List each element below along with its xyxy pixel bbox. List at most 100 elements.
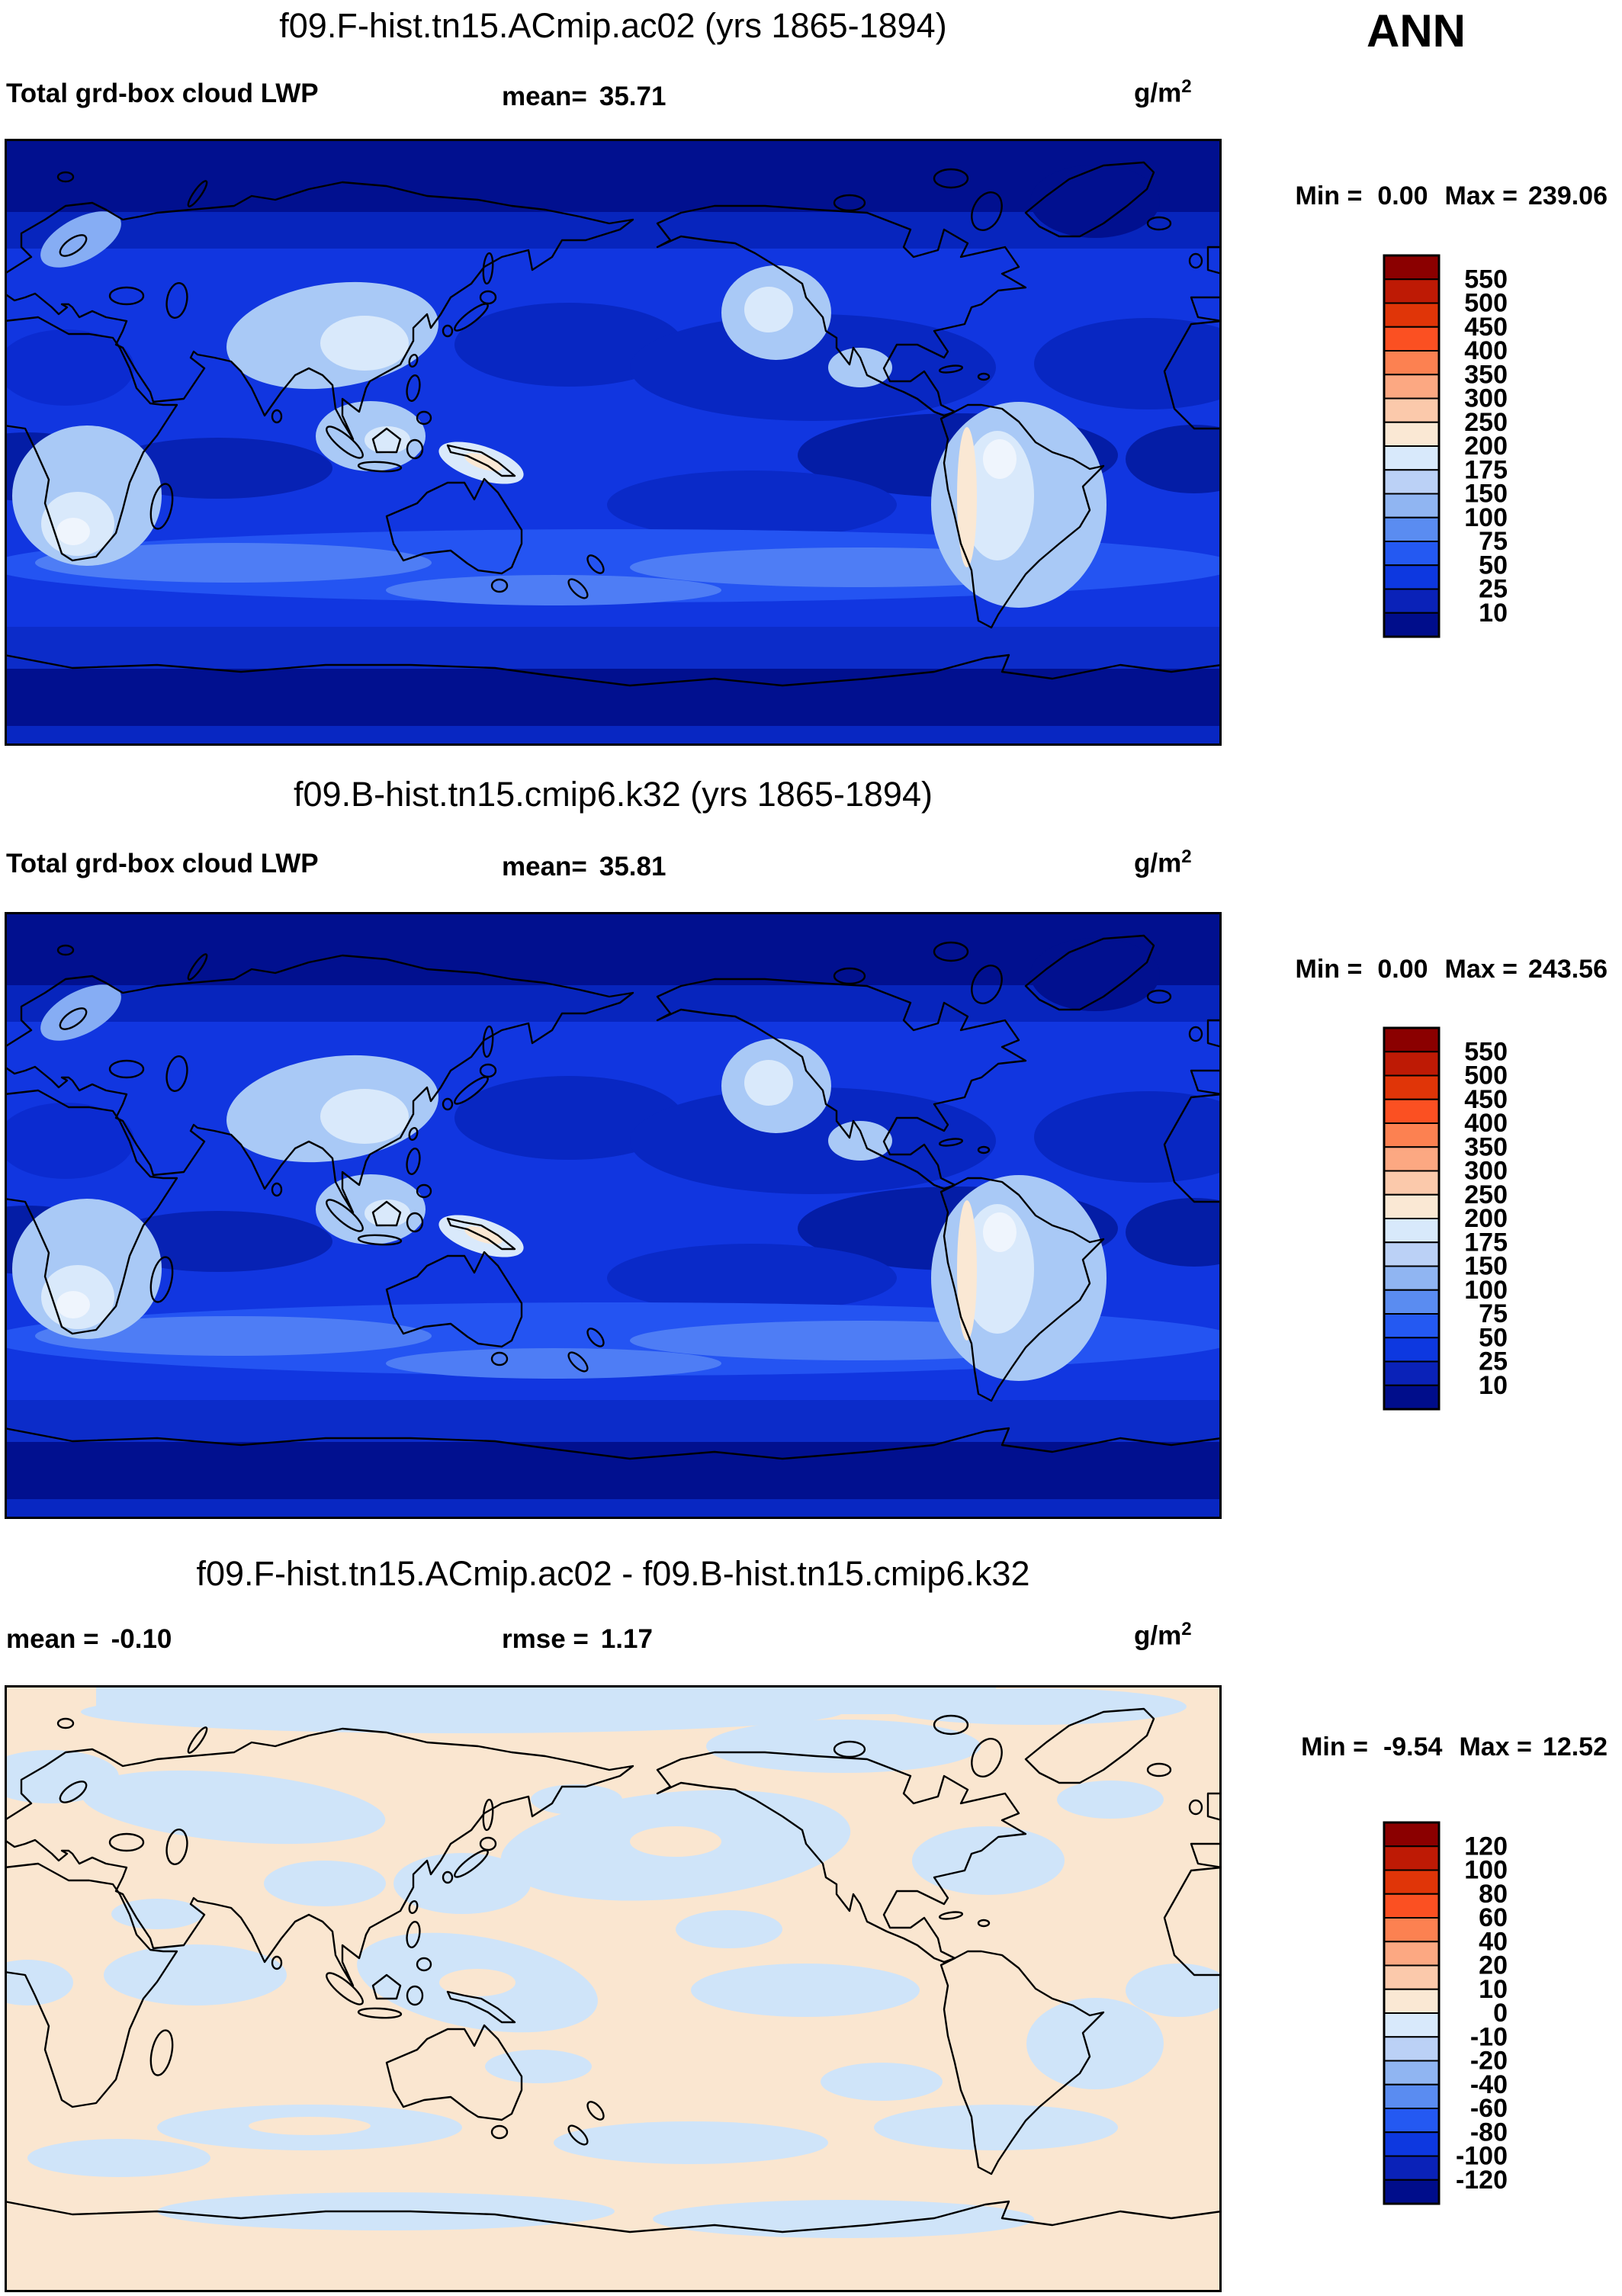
panel3-rmse: rmse = 1.17 [502, 1624, 653, 1655]
colorbar-segment [1383, 2012, 1440, 2038]
colorbar-segment [1383, 1337, 1440, 1363]
colorbar-tick-label: 200 [1464, 432, 1508, 461]
panel1-max-value: 239.06 [1528, 181, 1608, 210]
panel3-min-value: -9.54 [1383, 1732, 1443, 1761]
map-panel1-lwp [5, 139, 1222, 746]
panel2-units: g/m2 [1134, 846, 1192, 879]
colorbar-segment [1383, 397, 1440, 423]
colorbar-segment [1383, 1845, 1440, 1871]
colorbar-tick-label: 100 [1464, 503, 1508, 532]
colorbar-tick-label: -80 [1470, 2118, 1508, 2147]
panel3-rmse-value: 1.17 [600, 1624, 653, 1654]
colorbar-tick-label: 10 [1479, 599, 1508, 628]
colorbar-tick-label: 150 [1464, 480, 1508, 509]
colorbar-segment [1383, 1193, 1440, 1219]
colorbar-segment [1383, 1964, 1440, 1990]
panel3-min-label: Min = [1301, 1732, 1368, 1761]
colorbar-segment [1383, 2108, 1440, 2134]
colorbar-segment [1383, 1289, 1440, 1315]
units-base: g/m [1134, 848, 1182, 878]
colorbar-segment [1383, 1893, 1440, 1919]
colorbar-tick-label: 100 [1464, 1856, 1508, 1885]
colorbar-tick-label: 300 [1464, 384, 1508, 413]
panel1-title: f09.F-hist.tn15.ACmip.ac02 (yrs 1865-189… [279, 6, 947, 45]
panel2-title: f09.B-hist.tn15.cmip6.k32 (yrs 1865-1894… [294, 775, 933, 814]
colorbar-segment [1383, 1360, 1440, 1386]
panel1-mean-label: mean= [502, 82, 587, 111]
panel3-max-label: Max = [1459, 1732, 1532, 1761]
colorbar-segment [1383, 278, 1440, 304]
colorbar-segment [1383, 1384, 1440, 1410]
units-base: g/m [1134, 78, 1182, 108]
colorbar-segment [1383, 1122, 1440, 1148]
panel2-min-label: Min = [1295, 955, 1363, 984]
panel2-mean: mean= 35.81 [502, 852, 666, 882]
panel2-minmax: Min = 0.00 Max = 243.56 [1180, 955, 1608, 984]
colorbar-tick-label: 350 [1464, 1132, 1508, 1161]
colorbar-tick-label: 400 [1464, 1109, 1508, 1138]
colorbar-segment [1383, 469, 1440, 495]
panel3-title: f09.F-hist.tn15.ACmip.ac02 - f09.B-hist.… [196, 1554, 1030, 1593]
colorbar-panel1: 5505004504003503002502001751501007550251… [1383, 254, 1508, 638]
panel1-field-label: Total grd-box cloud LWP [6, 79, 319, 108]
colorbar-tick-label: 550 [1464, 265, 1508, 294]
colorbar-tick-label: 50 [1479, 1323, 1508, 1352]
colorbar-frame [1383, 254, 1441, 638]
colorbar-tick-label: 450 [1464, 1085, 1508, 1114]
colorbar-segment [1383, 541, 1440, 567]
season-label: ANN [1367, 5, 1466, 56]
colorbar-frame [1383, 1821, 1441, 2205]
colorbar-segment [1383, 2060, 1440, 2086]
colorbar-segment [1383, 374, 1440, 400]
panel1-min-value: 0.00 [1377, 181, 1428, 210]
units-base: g/m [1134, 1620, 1182, 1651]
colorbar-segment [1383, 1170, 1440, 1196]
colorbar-tick-label: 450 [1464, 313, 1508, 342]
colorbar-tick-label: 50 [1479, 551, 1508, 580]
panel2-max-label: Max = [1444, 955, 1518, 984]
colorbar-tick-label: 80 [1479, 1880, 1508, 1909]
units-exponent: 2 [1181, 76, 1192, 97]
colorbar-frame [1383, 1026, 1441, 1411]
colorbar-tick-label: 25 [1479, 1347, 1508, 1376]
panel3-units: g/m2 [1134, 1619, 1192, 1652]
colorbar-tick-label: -40 [1470, 2070, 1508, 2099]
colorbar-tick-label: 20 [1479, 1951, 1508, 1980]
colorbar-tick-label: 250 [1464, 408, 1508, 437]
colorbar-segment [1383, 493, 1440, 519]
colorbar-tick-label: 100 [1464, 1276, 1508, 1305]
colorbar-segment [1383, 564, 1440, 590]
colorbar-segment [1383, 1027, 1440, 1053]
colorbar-segment [1383, 445, 1440, 471]
panel3-minmax: Min = -9.54 Max = 12.52 [1180, 1732, 1608, 1762]
colorbar-tick-label: 25 [1479, 575, 1508, 604]
colorbar-tick-label: 75 [1479, 527, 1508, 556]
colorbar-segment [1383, 2131, 1440, 2157]
colorbar-tick-label: 500 [1464, 289, 1508, 318]
colorbar-segment [1383, 2179, 1440, 2204]
colorbar-tick-label: 60 [1479, 1903, 1508, 1932]
colorbar-segment [1383, 302, 1440, 328]
panel1-mean-value: 35.71 [599, 82, 666, 111]
panel3-mean-label: mean = [6, 1624, 99, 1654]
colorbar-segment [1383, 2036, 1440, 2062]
colorbar-segment [1383, 2155, 1440, 2181]
colorbar-segment [1383, 1074, 1440, 1100]
colorbar-tick-label: 200 [1464, 1204, 1508, 1233]
panel3-rmse-label: rmse = [502, 1624, 589, 1654]
colorbar-tick-label: 250 [1464, 1180, 1508, 1209]
panel1-minmax: Min = 0.00 Max = 239.06 [1180, 181, 1608, 211]
colorbar-tick-label: 10 [1479, 1371, 1508, 1400]
colorbar-tick-label: -20 [1470, 2047, 1508, 2076]
colorbar-segment [1383, 1941, 1440, 1967]
colorbar-tick-label: 150 [1464, 1252, 1508, 1281]
colorbar-tick-label: -60 [1470, 2094, 1508, 2123]
panel2-mean-value: 35.81 [599, 852, 666, 881]
colorbar-segment [1383, 612, 1440, 637]
colorbar-segment [1383, 516, 1440, 542]
panel2-min-value: 0.00 [1377, 955, 1428, 984]
colorbar-tick-label: 400 [1464, 336, 1508, 365]
map-panel2-lwp [5, 912, 1222, 1519]
colorbar-tick-label: 120 [1464, 1832, 1508, 1861]
